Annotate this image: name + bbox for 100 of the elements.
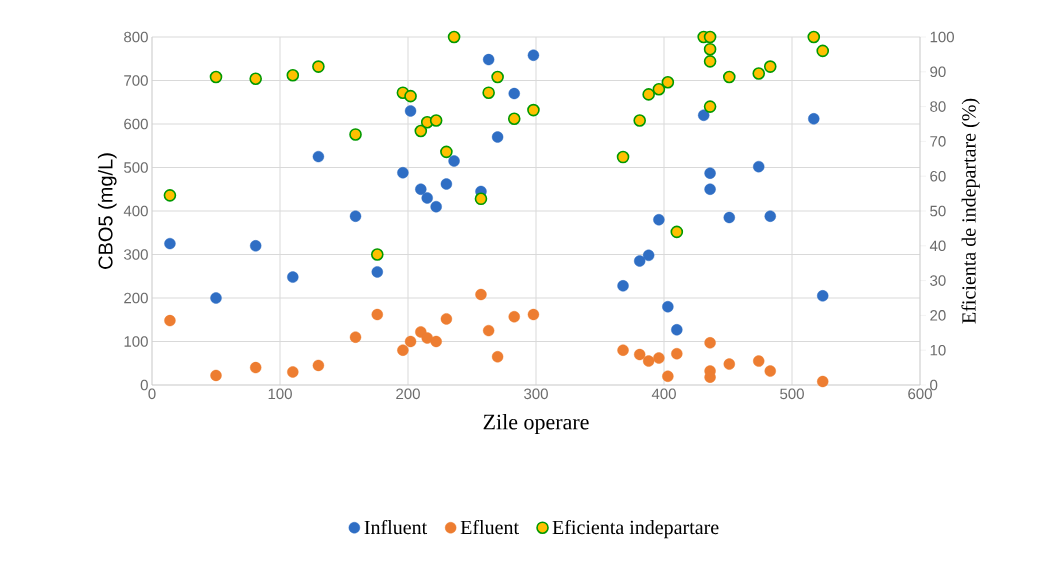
y2-tick-label: 100 (930, 31, 954, 43)
point (415, 183, 427, 195)
point (527, 49, 540, 61)
y-tick-label: 400 (123, 205, 148, 217)
point (642, 355, 655, 367)
point (312, 150, 325, 163)
point (397, 344, 409, 356)
point (440, 178, 453, 190)
point (662, 301, 674, 313)
point (349, 128, 362, 141)
point (163, 189, 177, 202)
point (697, 109, 710, 121)
point (723, 211, 735, 224)
point (817, 375, 829, 388)
point (475, 288, 487, 301)
point (164, 237, 176, 250)
point (414, 124, 428, 138)
point (370, 248, 384, 261)
point (652, 82, 666, 96)
point (722, 70, 736, 84)
point (653, 214, 665, 226)
point (286, 68, 300, 82)
y-tick-label: 700 (124, 75, 148, 86)
point (430, 335, 442, 348)
point (474, 192, 488, 206)
point (671, 324, 683, 336)
y-tick-label: 600 (124, 118, 148, 130)
x-tick-label: 300 (524, 388, 548, 400)
point (312, 60, 325, 73)
y2-tick-label: 90 (930, 66, 946, 78)
point (508, 87, 520, 100)
y2-tick-label: 10 (930, 344, 946, 356)
point (371, 308, 383, 321)
y2-tick-label: 50 (930, 205, 946, 217)
point (440, 313, 453, 325)
point (349, 331, 362, 343)
point (448, 155, 460, 167)
x-tick-label: 600 (908, 388, 932, 400)
point (704, 183, 716, 195)
point (723, 358, 735, 370)
point (429, 114, 443, 127)
y-tick-label: 500 (124, 162, 148, 173)
point (703, 55, 717, 68)
point (642, 249, 655, 262)
point (763, 60, 777, 73)
point (482, 86, 495, 99)
point (704, 337, 716, 349)
y2-tick-label: 20 (930, 310, 946, 321)
point (703, 42, 717, 56)
point (482, 324, 495, 337)
point (817, 290, 829, 302)
x-tick-label: 500 (780, 388, 804, 400)
point (671, 347, 683, 360)
point (617, 280, 629, 292)
point (616, 150, 630, 164)
point (704, 167, 716, 179)
point (508, 311, 520, 323)
legend-label: Eficienta indepartare (552, 519, 719, 539)
point (440, 145, 453, 159)
y2-tick-label: 70 (930, 136, 946, 147)
x-tick-label: 400 (651, 388, 676, 400)
point (642, 88, 655, 101)
point (404, 335, 417, 348)
point (662, 370, 674, 382)
point (753, 355, 765, 367)
point (491, 131, 504, 143)
y2-axis-title: Eficienta de indepartare (%) (961, 98, 980, 324)
point (653, 352, 665, 364)
point (210, 369, 222, 382)
point (491, 351, 504, 363)
point (617, 344, 629, 356)
y-axis-title: CBO5 (mg/L) (97, 153, 117, 269)
point (633, 255, 646, 267)
y-tick-label: 300 (124, 249, 148, 260)
y-tick-label: 800 (124, 31, 148, 43)
point (527, 308, 540, 321)
point (482, 53, 495, 66)
point (249, 240, 262, 252)
point (752, 67, 766, 80)
point (753, 160, 765, 173)
point (703, 30, 717, 44)
point (312, 359, 325, 372)
point (287, 366, 299, 378)
point (397, 167, 409, 179)
point (447, 30, 461, 44)
y2-tick-label: 0 (930, 379, 938, 391)
y2-tick-label: 80 (930, 101, 946, 112)
x-axis-title: Zile operare (483, 414, 589, 434)
point (527, 103, 540, 117)
point (507, 112, 521, 126)
point (249, 72, 262, 86)
x-tick-label: 200 (396, 388, 420, 400)
point (164, 314, 176, 327)
point (209, 70, 223, 84)
point (808, 113, 820, 125)
point (816, 44, 830, 58)
y-tick-label: 0 (140, 379, 148, 391)
y2-tick-label: 30 (930, 275, 946, 286)
point (670, 225, 684, 239)
point (764, 210, 776, 222)
